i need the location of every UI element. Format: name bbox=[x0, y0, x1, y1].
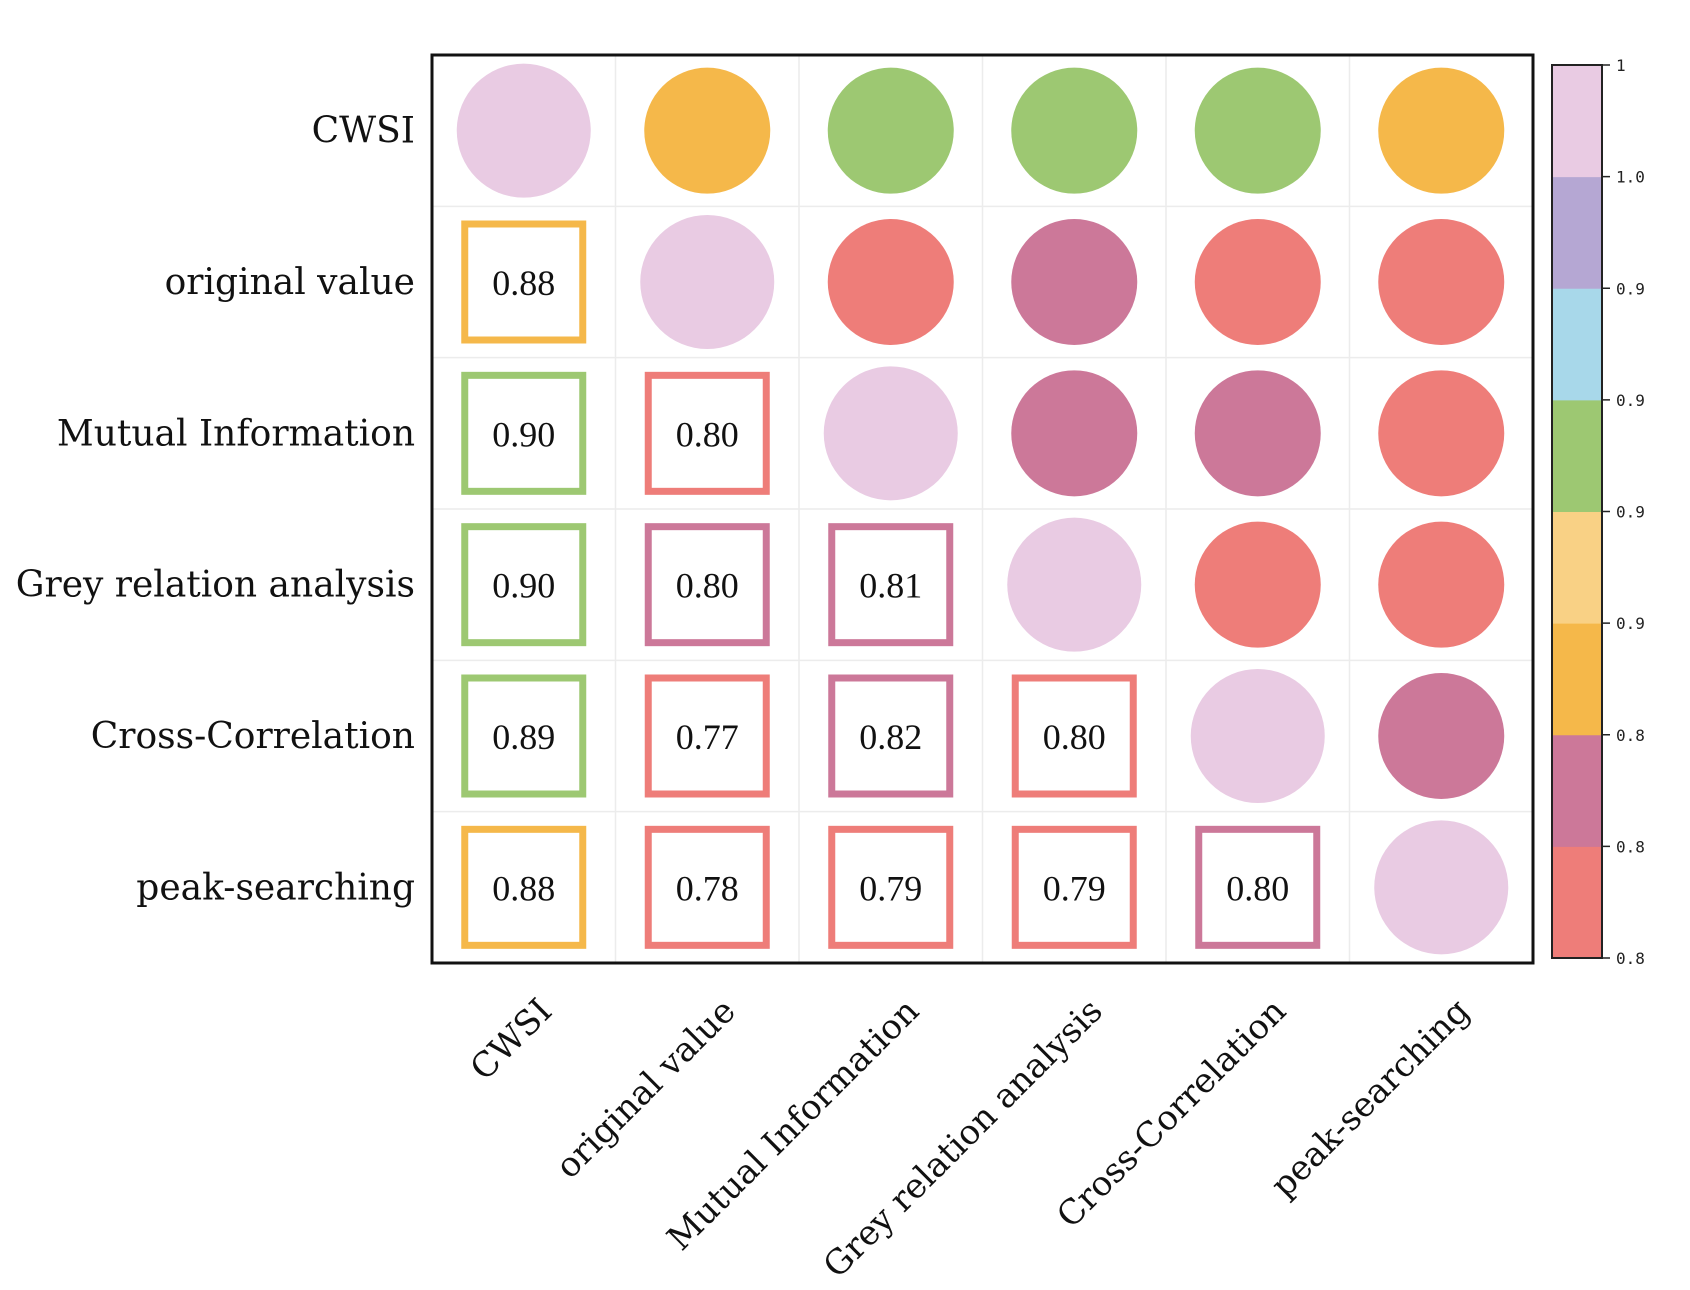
correlation-value-label: 0.80 bbox=[676, 566, 739, 606]
y-tick-label: Cross-Correlation bbox=[91, 716, 415, 757]
correlation-box bbox=[828, 674, 954, 798]
colorbar-tick-label: 0.9 bbox=[1616, 614, 1645, 633]
correlation-circle bbox=[1378, 673, 1505, 799]
correlation-value-label: 0.81 bbox=[859, 566, 922, 606]
colorbar-tick-label: 0.8 bbox=[1616, 726, 1645, 745]
correlation-circle bbox=[823, 366, 958, 501]
correlation-circle bbox=[1194, 521, 1321, 648]
correlation-box bbox=[461, 825, 587, 949]
colorbar-segment bbox=[1552, 176, 1602, 289]
correlation-box bbox=[461, 220, 587, 344]
correlation-circle bbox=[1378, 521, 1505, 648]
correlation-value-label: 0.90 bbox=[492, 566, 555, 606]
y-axis-labels: CWSI original value Mutual Information Grey… bbox=[16, 111, 415, 909]
correlation-value-label: 0.80 bbox=[1226, 868, 1289, 908]
colorbar-tick-label: 0.8 bbox=[1616, 837, 1645, 856]
colorbar: 0.8 0.8 0.8 0.9 0.9 0.9 0.9 1.0 1 bbox=[1551, 56, 1645, 968]
correlation-box bbox=[644, 523, 770, 647]
correlation-value-label: 0.88 bbox=[492, 868, 555, 908]
y-tick-label: Grey relation analysis bbox=[16, 565, 415, 606]
correlation-box bbox=[644, 371, 770, 495]
colorbar-segment bbox=[1552, 65, 1602, 178]
correlation-value-label: 0.90 bbox=[492, 414, 555, 454]
correlation-box bbox=[1195, 825, 1321, 949]
correlation-box bbox=[644, 674, 770, 798]
colorbar-segment bbox=[1552, 623, 1602, 736]
correlation-circle bbox=[1194, 370, 1321, 497]
correlation-value-label: 0.78 bbox=[676, 868, 739, 908]
colorbar-tick-label: 0.9 bbox=[1616, 503, 1645, 522]
correlation-circle bbox=[1011, 370, 1138, 497]
correlation-circle bbox=[1011, 219, 1138, 345]
colorbar-tick-label: 0.8 bbox=[1616, 949, 1645, 968]
correlation-box bbox=[1011, 674, 1137, 798]
correlation-circle bbox=[827, 67, 954, 194]
correlation-circle bbox=[1190, 669, 1325, 803]
correlation-circle bbox=[1378, 370, 1505, 497]
y-tick-label: peak-searching bbox=[136, 867, 415, 908]
grid-lines bbox=[432, 55, 1533, 963]
correlation-box bbox=[461, 371, 587, 495]
correlation-value-label: 0.79 bbox=[859, 868, 922, 908]
colorbar-segment bbox=[1552, 734, 1602, 847]
colorbar-segment bbox=[1552, 846, 1602, 959]
correlation-value-label: 0.82 bbox=[859, 717, 922, 757]
correlation-circle bbox=[827, 219, 954, 345]
correlation-circle bbox=[644, 67, 771, 194]
colorbar-tick-label: 0.9 bbox=[1616, 391, 1645, 410]
correlation-box bbox=[828, 523, 954, 647]
correlation-value-label: 0.89 bbox=[492, 717, 555, 757]
correlation-value-label: 0.79 bbox=[1043, 868, 1106, 908]
y-tick-label: Mutual Information bbox=[57, 413, 415, 454]
correlation-circle bbox=[1374, 820, 1509, 955]
correlation-box bbox=[461, 674, 587, 798]
correlation-circle bbox=[1194, 219, 1321, 345]
colorbar-tick-label: 0.9 bbox=[1616, 279, 1645, 298]
correlation-value-label: 0.88 bbox=[492, 263, 555, 303]
x-tick-label: peak-searching bbox=[1263, 991, 1477, 1205]
correlation-circle bbox=[1194, 67, 1321, 194]
colorbar-tick-label: 1.0 bbox=[1616, 168, 1645, 187]
correlation-box bbox=[644, 825, 770, 949]
correlation-value-label: 0.80 bbox=[1043, 717, 1106, 757]
x-tick-label: CWSI bbox=[463, 991, 560, 1088]
colorbar-segment bbox=[1552, 399, 1602, 512]
correlation-circle bbox=[1011, 67, 1138, 194]
correlation-box bbox=[1011, 825, 1137, 949]
correlation-circle bbox=[1378, 219, 1505, 345]
correlation-value-label: 0.80 bbox=[676, 414, 739, 454]
colorbar-tick-label: 1 bbox=[1616, 56, 1626, 75]
correlation-circle bbox=[1378, 67, 1505, 194]
heatmap-cells: 0.88 0.90 0.80 0.90 0.80 0.81 0.89 0.77 0.82 0.80… bbox=[456, 63, 1509, 955]
correlation-circle bbox=[640, 215, 775, 349]
y-tick-label: original value bbox=[165, 262, 415, 303]
correlation-value-label: 0.77 bbox=[676, 717, 739, 757]
plot-frame bbox=[430, 53, 1535, 965]
correlation-box bbox=[461, 523, 587, 647]
correlation-circle bbox=[456, 63, 591, 198]
colorbar-segment bbox=[1552, 288, 1602, 401]
colorbar-segment bbox=[1552, 511, 1602, 624]
y-tick-label: CWSI bbox=[312, 111, 415, 152]
correlation-box bbox=[828, 825, 954, 949]
x-tick-label: original value bbox=[548, 991, 743, 1186]
correlation-circle bbox=[1007, 517, 1142, 652]
